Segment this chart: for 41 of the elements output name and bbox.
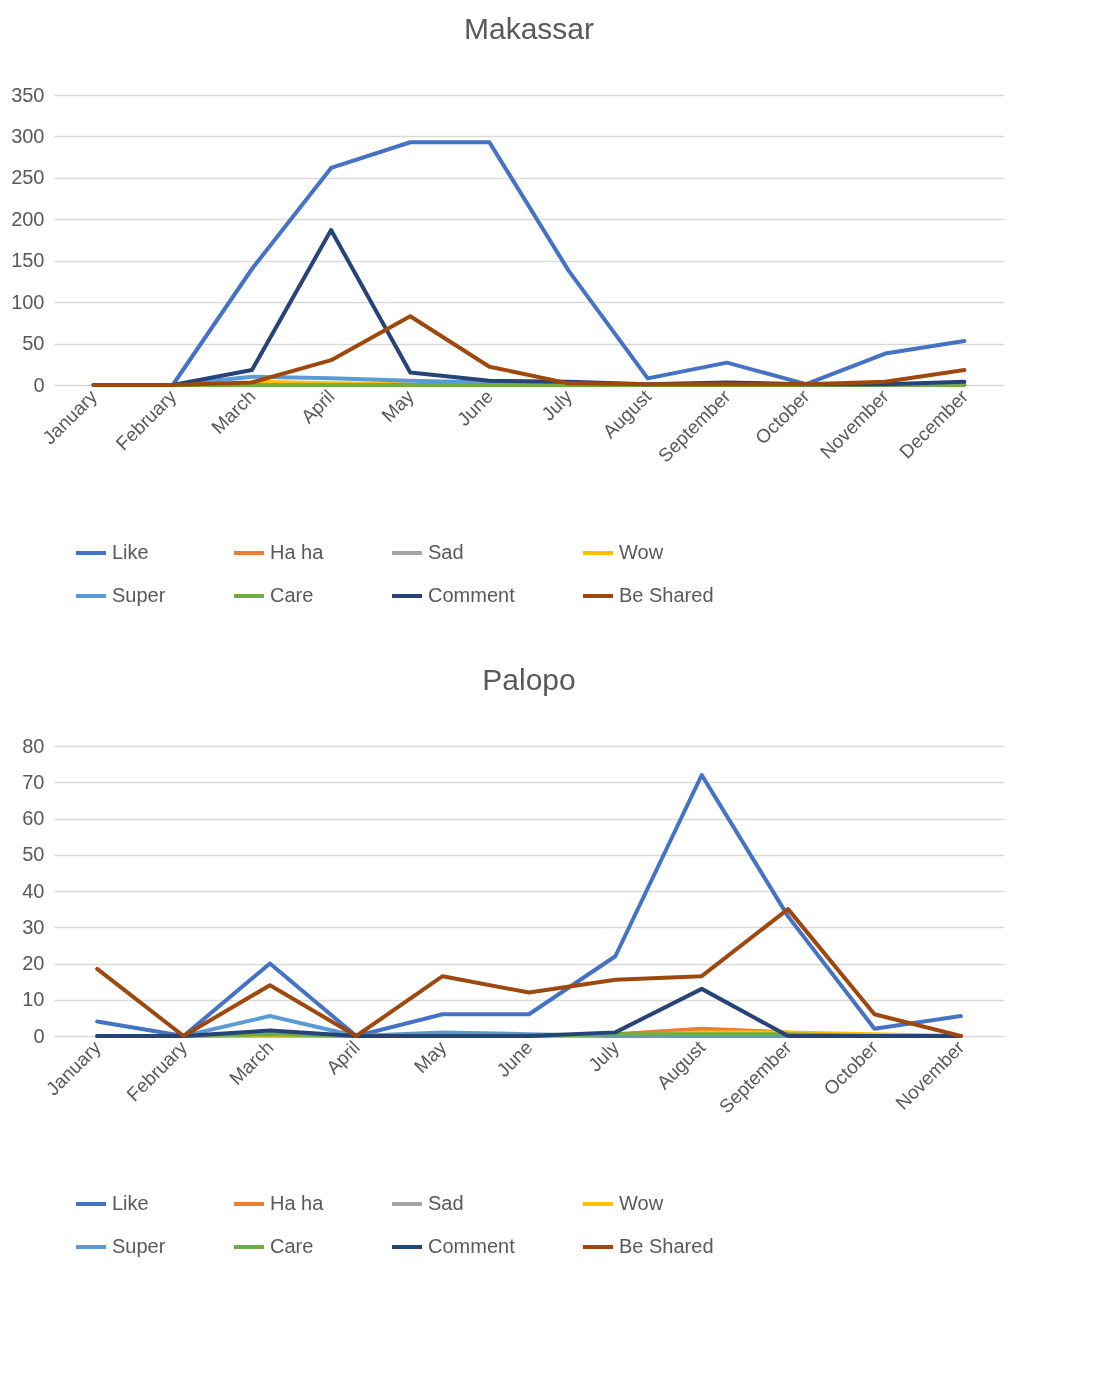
legend-label: Like bbox=[112, 541, 149, 563]
y-tick-label: 20 bbox=[22, 952, 45, 974]
y-tick-label: 50 bbox=[22, 843, 45, 866]
y-tick-label: 80 bbox=[22, 734, 45, 757]
legend-label: Ha ha bbox=[270, 541, 325, 563]
legend-label: Super bbox=[112, 584, 166, 606]
chart-title: Palopo bbox=[482, 663, 576, 696]
chart-title: Makassar bbox=[463, 12, 595, 45]
legend-label: Sad bbox=[428, 1192, 464, 1214]
y-tick-label: 300 bbox=[11, 124, 45, 147]
x-tick-label: July bbox=[537, 385, 577, 425]
y-tick-label: 100 bbox=[11, 290, 45, 313]
legend-label: Wow bbox=[619, 1192, 664, 1214]
y-tick-label: 200 bbox=[11, 207, 45, 230]
legend-label: Comment bbox=[428, 1235, 516, 1257]
x-tick-label: July bbox=[584, 1036, 624, 1076]
legend-label: Be Shared bbox=[619, 1235, 714, 1257]
y-tick-label: 40 bbox=[22, 879, 45, 902]
line-series bbox=[95, 907, 963, 1038]
legend-label: Wow bbox=[619, 541, 664, 563]
y-tick-label: 0 bbox=[33, 373, 45, 396]
line-series bbox=[91, 314, 967, 387]
legend-label: Comment bbox=[428, 584, 516, 606]
legend-label: Be Shared bbox=[619, 584, 714, 606]
legend-label: Super bbox=[112, 1235, 166, 1257]
legend-label: Care bbox=[270, 584, 314, 606]
y-tick-label: 150 bbox=[11, 249, 45, 272]
y-tick-label: 10 bbox=[22, 988, 45, 1011]
legend-label: Care bbox=[270, 1235, 314, 1257]
y-tick-label: 250 bbox=[11, 166, 45, 189]
y-tick-label: 70 bbox=[22, 770, 45, 793]
x-tick-label: May bbox=[377, 385, 419, 426]
y-tick-label: 50 bbox=[22, 332, 45, 355]
legend-label: Like bbox=[112, 1192, 149, 1214]
x-tick-label: May bbox=[409, 1036, 451, 1077]
legend-label: Ha ha bbox=[270, 1192, 325, 1214]
y-tick-label: 60 bbox=[22, 807, 45, 829]
y-tick-label: 350 bbox=[11, 83, 45, 106]
y-tick-label: 30 bbox=[22, 915, 45, 938]
legend-label: Sad bbox=[428, 541, 464, 563]
y-tick-label: 0 bbox=[33, 1024, 45, 1047]
